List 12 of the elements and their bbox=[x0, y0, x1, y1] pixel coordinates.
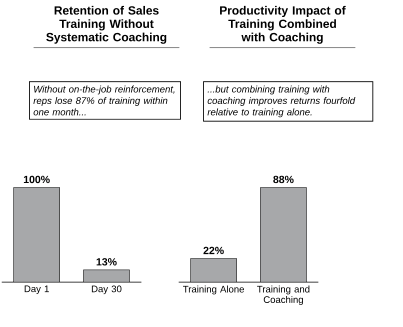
text: ...but combining training with coaching improves returns fourfold relative to training alone. bbox=[208, 85, 356, 118]
data-label: 100% bbox=[24, 176, 50, 184]
x-tick-label: Training Alone bbox=[183, 285, 244, 294]
text: Without on-the-job reinforcement, reps lose 87% of training within one month... bbox=[33, 85, 175, 116]
x-tick-label: Day 1 bbox=[24, 285, 49, 294]
x-tick-label: Training and Coaching bbox=[257, 285, 310, 305]
chart-title: Productivity Impact of Training Combined with Coaching bbox=[220, 6, 346, 44]
data-label: 22% bbox=[203, 246, 224, 254]
x-tick-label: Day 30 bbox=[92, 285, 122, 294]
data-label: 13% bbox=[96, 258, 117, 266]
chart-title: Retention of Sales Training Without Systematic Coaching bbox=[46, 6, 166, 44]
data-label: 88% bbox=[273, 176, 294, 184]
